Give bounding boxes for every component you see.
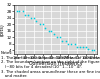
Point	[56, 37, 58, 38]
Text: Notes:
1. The performances quoted are those of commercialised components.
2. The: Notes: 1. The performances quoted are th…	[1, 51, 100, 78]
Point	[16, 11, 17, 12]
Point	[65, 40, 67, 41]
Point	[91, 50, 93, 51]
Point	[24, 14, 26, 15]
Point	[82, 47, 84, 48]
Point	[50, 30, 52, 32]
Point	[42, 24, 43, 25]
Point	[74, 43, 75, 45]
Point	[44, 27, 46, 28]
Point	[62, 40, 63, 41]
Y-axis label: Resolution
(bits): Resolution (bits)	[0, 16, 5, 42]
Point	[85, 47, 87, 48]
Point	[18, 11, 20, 12]
Point	[36, 20, 37, 22]
Point	[22, 11, 23, 12]
Point	[68, 43, 69, 45]
Point	[88, 48, 89, 49]
Point	[33, 17, 35, 18]
Point	[94, 50, 95, 51]
Point	[48, 30, 49, 32]
Point	[53, 33, 55, 35]
Point	[27, 14, 29, 15]
Point	[30, 17, 32, 18]
Point	[59, 37, 61, 38]
Point	[79, 47, 80, 48]
Point	[76, 47, 78, 48]
Point	[70, 43, 72, 45]
X-axis label: Conversion frequency: Conversion frequency	[29, 61, 82, 66]
Point	[39, 24, 41, 25]
